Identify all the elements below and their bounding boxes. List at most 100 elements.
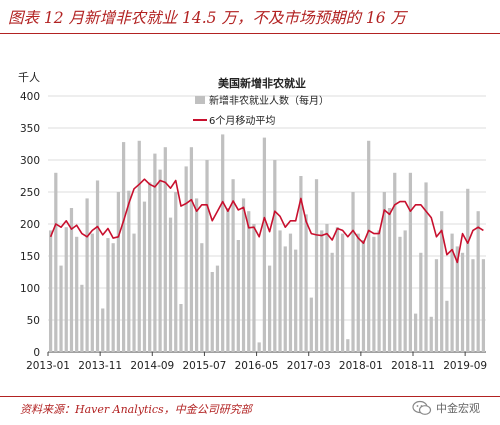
bar <box>460 252 465 352</box>
legend: 新增非农就业人数（每月） 6个月移动平均 <box>193 94 329 127</box>
bar <box>367 140 371 352</box>
wechat-icon <box>412 400 432 415</box>
bar <box>85 198 89 352</box>
bar <box>393 172 397 352</box>
bar <box>372 236 376 352</box>
moving-average-line <box>49 178 484 264</box>
bar <box>330 252 334 352</box>
bar <box>351 192 355 352</box>
bar <box>200 243 204 352</box>
bar <box>106 238 110 352</box>
bar <box>163 147 167 352</box>
bar <box>158 169 162 352</box>
bar <box>408 172 413 352</box>
bar <box>476 211 480 352</box>
x-tick-label: 2014-09 <box>130 360 174 372</box>
bar <box>304 214 308 352</box>
bar <box>226 208 230 352</box>
bar <box>361 240 366 352</box>
x-tick-label: 2016-05 <box>235 360 279 372</box>
bar <box>283 246 287 352</box>
footer-divider <box>0 396 500 397</box>
bar <box>346 339 350 352</box>
bar <box>153 153 157 352</box>
bar <box>184 166 188 352</box>
bar <box>434 259 439 352</box>
bar <box>273 160 277 352</box>
watermark-text: 中金宏观 <box>436 402 480 415</box>
bar <box>325 224 329 352</box>
bar <box>356 233 360 352</box>
bar <box>221 134 225 352</box>
bar <box>340 233 345 352</box>
moving-average-line-group <box>49 178 484 264</box>
bar <box>413 313 418 352</box>
y-axis-label: 千人 <box>18 71 40 84</box>
y-tick-labels: 0 50 100 150 200 250 300 350 400 <box>20 91 40 359</box>
bar <box>116 192 121 352</box>
bar <box>294 249 298 352</box>
bar <box>309 297 313 352</box>
bar <box>148 182 152 352</box>
bar <box>215 265 220 352</box>
bar <box>69 208 74 352</box>
title-divider <box>0 33 500 34</box>
bar <box>127 190 131 352</box>
bar <box>387 208 392 352</box>
bar <box>174 192 178 352</box>
bar <box>481 259 486 352</box>
bar <box>210 272 214 352</box>
bar <box>314 179 319 352</box>
bar <box>95 180 100 352</box>
bar <box>137 140 141 352</box>
bar <box>299 176 303 352</box>
bar <box>440 211 444 352</box>
bar <box>398 236 402 352</box>
legend-label-bars: 新增非农就业人数（每月） <box>209 94 329 107</box>
x-tick-label: 2017-03 <box>287 360 331 372</box>
y-tick-label: 300 <box>20 155 40 167</box>
bar <box>278 230 282 352</box>
bar <box>455 246 459 352</box>
bar <box>252 224 256 352</box>
y-tick-label: 150 <box>20 251 40 263</box>
bar <box>450 233 454 352</box>
legend-swatch-bars <box>195 96 205 104</box>
bar <box>377 230 381 352</box>
y-tick-label: 200 <box>20 219 40 231</box>
x-tick-label: 2018-11 <box>391 360 435 372</box>
bar <box>247 211 251 352</box>
x-tick-label: 2015-07 <box>182 360 226 372</box>
bar <box>111 243 115 352</box>
bar <box>54 172 58 352</box>
bar <box>205 160 209 352</box>
y-tick-label: 100 <box>20 283 40 295</box>
bar <box>466 188 470 352</box>
bar <box>419 252 423 352</box>
y-tick-label: 0 <box>33 347 40 359</box>
source-note: 资料来源：Haver Analytics，中金公司研究部 <box>20 403 252 416</box>
bar <box>121 142 126 352</box>
bar <box>335 227 340 352</box>
chart: 美国新增非农就业 千人 0 50 100 150 200 250 300 350 400 201… <box>18 71 487 372</box>
legend-label-line: 6个月移动平均 <box>209 114 275 127</box>
bar <box>288 233 293 352</box>
x-tick-label: 2013-01 <box>26 360 70 372</box>
x-ticks: 2013-01 2013-11 2014-09 2015-07 2016-05 2017-… <box>26 352 487 372</box>
bar <box>101 308 105 352</box>
bar <box>241 198 246 352</box>
bar <box>59 265 63 352</box>
bar <box>48 230 53 352</box>
bar <box>189 147 194 352</box>
bar <box>231 179 235 352</box>
bar <box>262 137 267 352</box>
bar <box>382 192 386 352</box>
bars <box>48 134 486 352</box>
bar <box>267 265 272 352</box>
y-tick-label: 250 <box>20 187 40 199</box>
page-title: 图表 12 月新增非农就业 14.5 万，不及市场预期的 16 万 <box>8 9 407 27</box>
bar <box>194 198 199 352</box>
bar <box>424 182 428 352</box>
y-tick-label: 400 <box>20 91 40 103</box>
bar <box>75 236 79 352</box>
